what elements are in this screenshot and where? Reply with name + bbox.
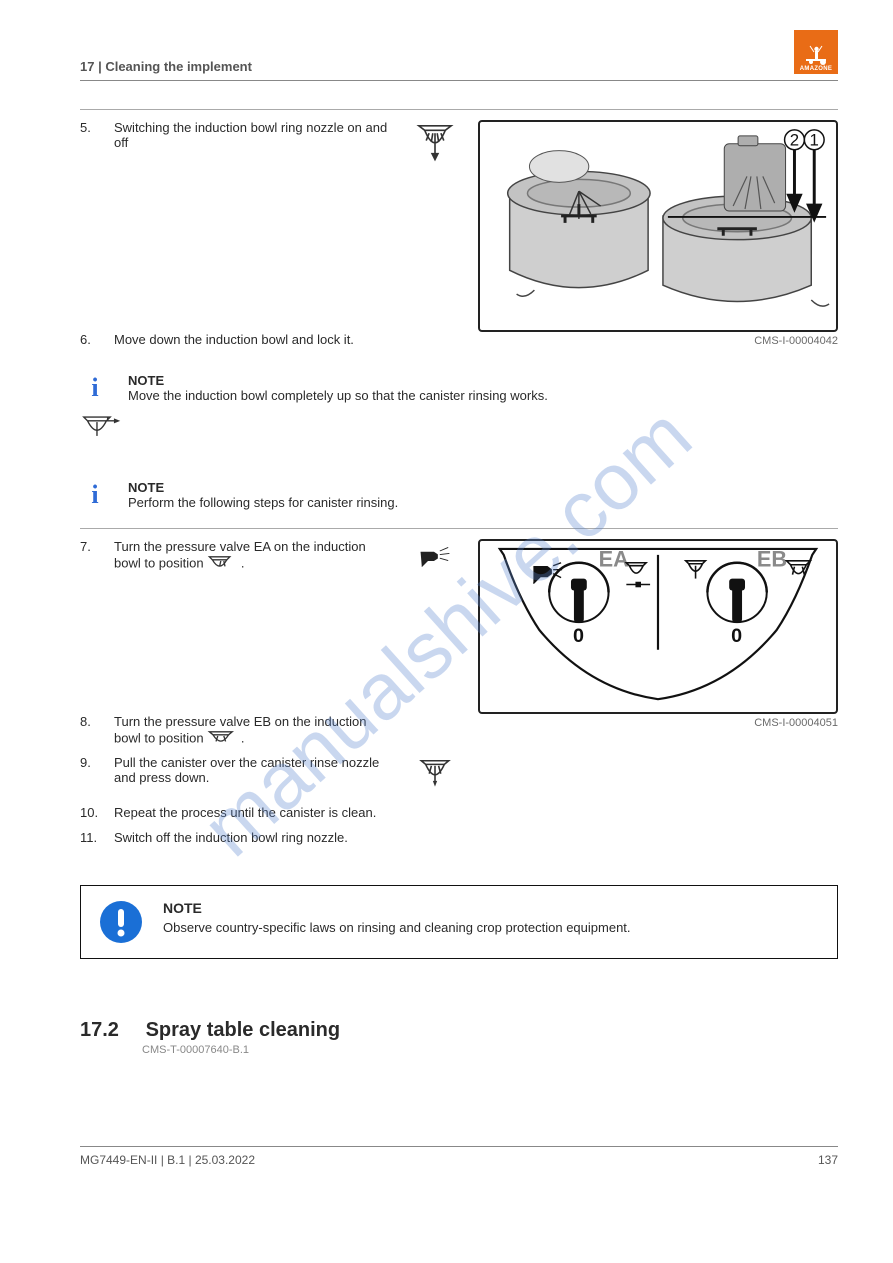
fig2-zero-b: 0 [731, 625, 742, 647]
fig1-label-1: 1 [810, 131, 819, 150]
step-number: 10. [80, 805, 102, 820]
step-text: Switch off the induction bowl ring nozzl… [114, 830, 398, 845]
brand-logo: AMAZONE [794, 30, 838, 74]
ring-nozzle-icon [413, 120, 457, 164]
note-body: Perform the following steps for canister… [128, 495, 838, 510]
pressure-valve-eb-icon [207, 729, 237, 749]
notice-title: NOTE [163, 900, 819, 916]
figure-pressure-valves: EA 0 [478, 539, 838, 714]
step-text: Repeat the process until the canister is… [114, 805, 398, 820]
step-number: 7. [80, 539, 102, 575]
notice-box: NOTE Observe country-specific laws on ri… [80, 885, 838, 959]
footer-left: MG7449-EN-II | B.1 | 25.03.2022 [80, 1153, 255, 1167]
info-icon: i [80, 373, 110, 403]
step-number: 6. [80, 332, 102, 347]
step-text: Turn the pressure valve EA on the induct… [114, 539, 398, 575]
step-text: Move down the induction bowl and lock it… [114, 332, 398, 347]
fig2-label-eb: EB [757, 546, 787, 571]
canister-rinse-icon [80, 407, 124, 451]
fig2-label-ea: EA [599, 546, 630, 571]
figure-caption: CMS-I-00004042 [754, 335, 838, 347]
step-number: 8. [80, 714, 102, 749]
note-body: Move the induction bowl completely up so… [128, 388, 838, 403]
running-title: 17 | Cleaning the implement [80, 59, 252, 74]
section-title: Spray table cleaning [146, 1019, 341, 1041]
pressure-valve-icon [207, 554, 237, 574]
section-heading: 17.2 Spray table cleaning [80, 1019, 838, 1042]
canister-press-icon [417, 755, 453, 791]
cms-id: CMS-T-00007640-B.1 [142, 1044, 838, 1056]
step-number: 11. [80, 830, 102, 845]
notice-body: Observe country-specific laws on rinsing… [163, 920, 819, 935]
footer-right: 137 [818, 1153, 838, 1167]
exclamation-icon [99, 900, 143, 944]
step-number: 9. [80, 755, 102, 791]
step-text: Pull the canister over the canister rins… [114, 755, 398, 791]
note-title: NOTE [128, 480, 838, 495]
fig1-label-2: 2 [790, 131, 799, 150]
brand-logo-text: AMAZONE [800, 66, 832, 72]
step-text: Turn the pressure valve EB on the induct… [114, 714, 398, 749]
figure-induction-bowl: 2 1 [478, 120, 838, 332]
info-icon: i [80, 480, 110, 510]
fig2-zero-a: 0 [573, 625, 584, 647]
step-text: Switching the induction bowl ring nozzle… [114, 120, 398, 164]
section-number: 17.2 [80, 1019, 140, 1042]
spray-gun-icon [417, 539, 453, 575]
note-title: NOTE [128, 373, 838, 388]
step-number: 5. [80, 120, 102, 164]
figure-caption: CMS-I-00004051 [754, 717, 838, 729]
